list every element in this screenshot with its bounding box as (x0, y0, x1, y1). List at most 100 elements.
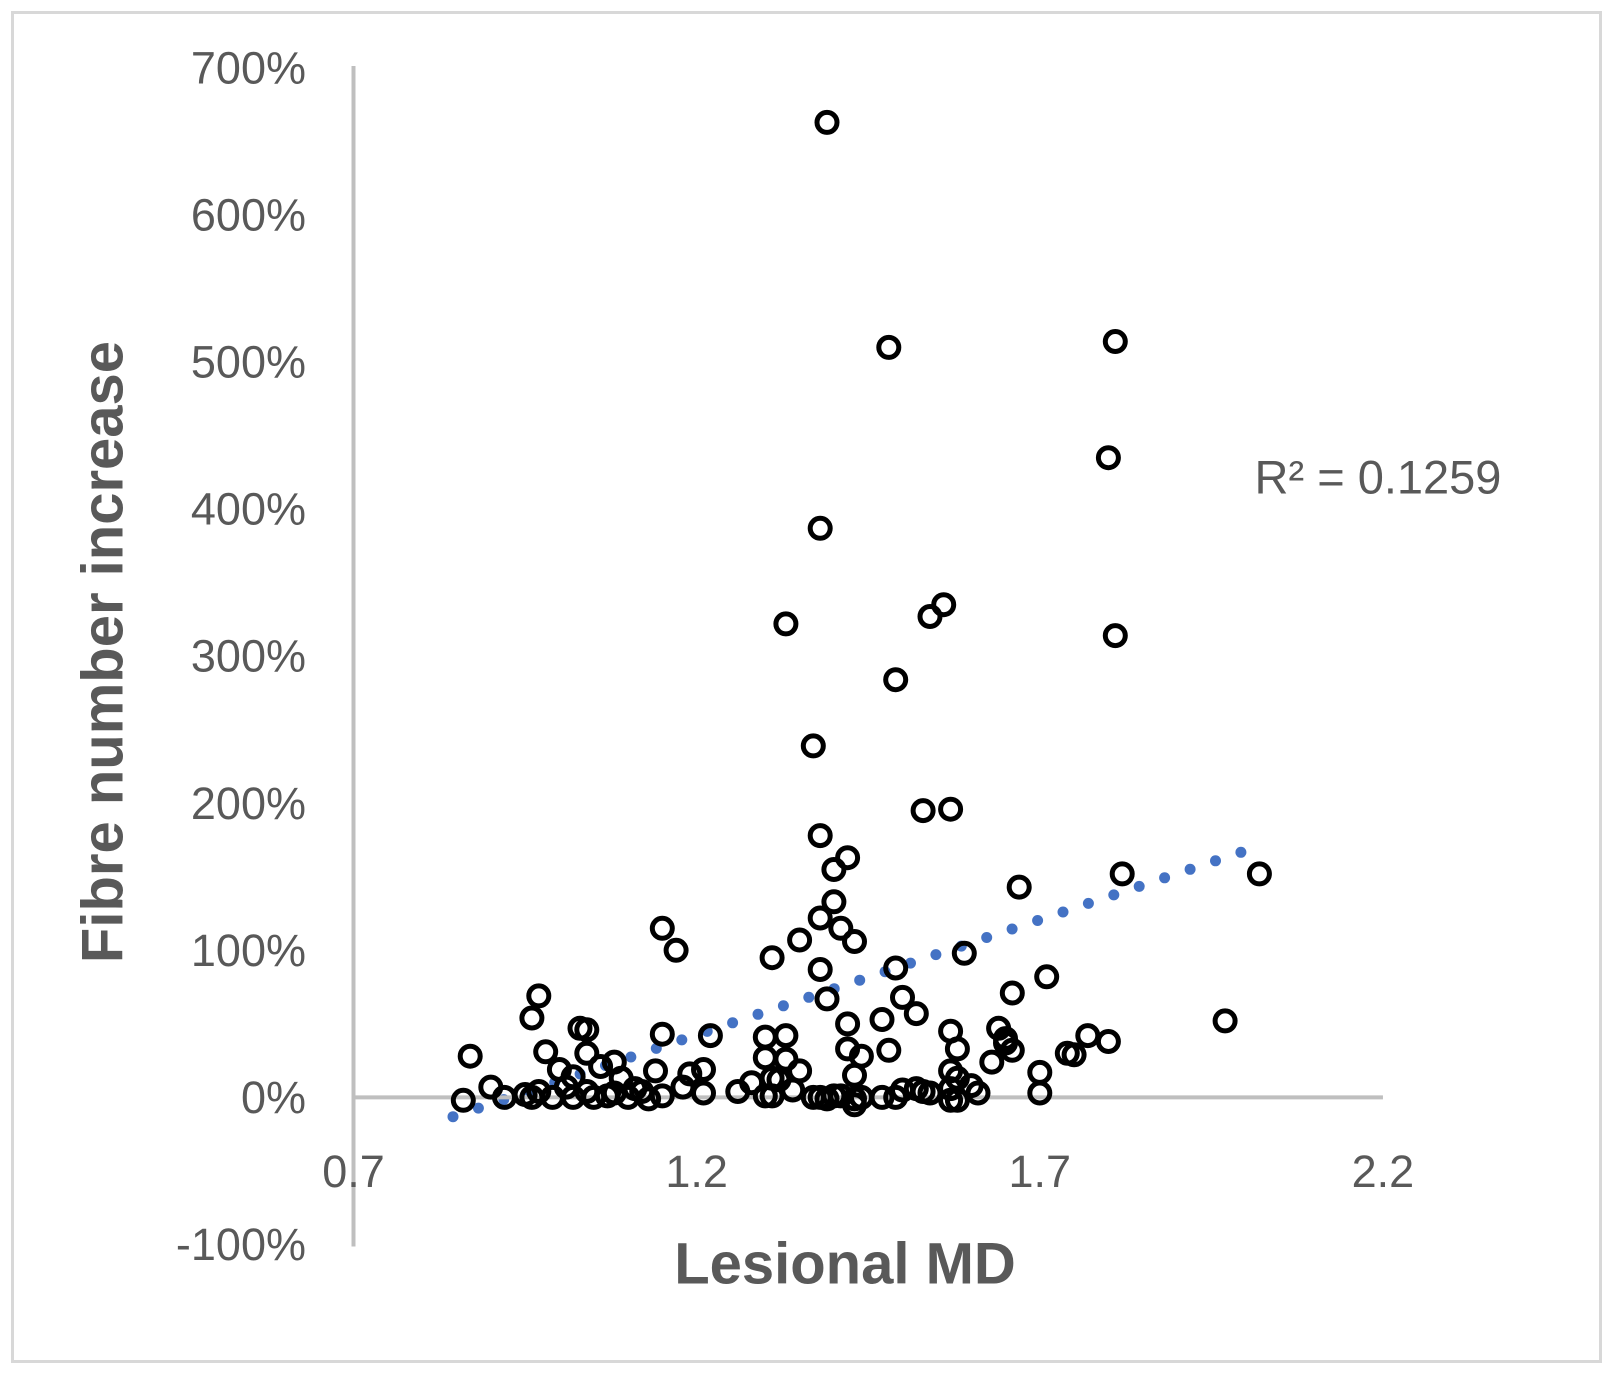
trendline-dot (854, 974, 866, 986)
data-point (526, 983, 552, 1009)
data-point (807, 905, 833, 931)
data-point (842, 1062, 867, 1088)
trendline-dot (1057, 906, 1069, 918)
data-point (519, 1005, 545, 1031)
trendline-dot (1032, 915, 1044, 926)
data-point (649, 1083, 675, 1109)
data-point (1109, 861, 1135, 887)
data-point (643, 1058, 668, 1084)
trendline-dot (1159, 872, 1171, 884)
data-point (917, 1080, 943, 1106)
data-point (999, 1037, 1025, 1063)
data-point (979, 1049, 1005, 1075)
x-axis-tick-label: 2.2 (1352, 1146, 1415, 1197)
trendline-dot (930, 949, 942, 961)
data-point (883, 955, 909, 981)
trendline-dot (1184, 863, 1196, 875)
data-point (883, 1084, 909, 1110)
data-point (691, 1057, 716, 1082)
data-point (1095, 445, 1121, 471)
y-axis-tick-label: 500% (191, 337, 306, 388)
y-axis-tick-label: 100% (191, 925, 306, 976)
trendline-dot (1082, 897, 1094, 909)
data-point (649, 1021, 675, 1047)
data-point (752, 1024, 778, 1050)
x-axis-title: Lesional MD (674, 1231, 1016, 1297)
r-squared-annotation: R² = 0.1259 (1254, 450, 1502, 504)
data-point (883, 667, 909, 693)
data-point (807, 957, 833, 982)
data-point (1212, 1008, 1238, 1034)
trendline-dot (1235, 846, 1247, 858)
data-point (574, 1040, 600, 1066)
data-point (492, 1084, 517, 1110)
data-point (588, 1054, 614, 1079)
trendline-dot (1210, 855, 1221, 867)
axis-lines (351, 65, 1383, 1247)
data-point (876, 1037, 902, 1063)
data-point (807, 515, 833, 541)
data-point (944, 1036, 970, 1062)
data-point (842, 929, 867, 954)
trendline-dot (752, 1008, 764, 1020)
data-point (1061, 1042, 1087, 1068)
trendline-dot (803, 991, 815, 1003)
data-point (869, 1084, 895, 1110)
data-point (663, 937, 689, 963)
data-point (910, 798, 936, 824)
data-point (636, 1086, 662, 1112)
data-point (691, 1080, 716, 1106)
data-point (581, 1084, 607, 1110)
data-point (869, 1007, 895, 1032)
data-point (759, 1083, 785, 1109)
trendline-dot (981, 932, 993, 943)
data-point (457, 1043, 483, 1069)
data-point (1075, 1023, 1101, 1049)
x-axis-tick-label: 1.7 (1009, 1146, 1072, 1197)
data-point (821, 889, 847, 915)
data-point (800, 733, 826, 759)
data-point (773, 1023, 799, 1049)
data-point (876, 334, 902, 360)
trendline-dot (777, 1000, 789, 1012)
data-point (814, 1086, 840, 1112)
data-point (725, 1079, 751, 1104)
y-axis-tick-label: -100% (176, 1219, 306, 1270)
data-point (828, 915, 854, 941)
trendline-dot (625, 1051, 637, 1063)
data-point (574, 1017, 600, 1043)
data-point (821, 857, 847, 882)
data-point (787, 927, 813, 953)
data-point (1027, 1080, 1053, 1106)
trendline-dot (727, 1017, 739, 1029)
data-point (752, 1045, 778, 1071)
data-point (1034, 964, 1060, 990)
trendline-dot (447, 1111, 459, 1123)
data-point (999, 980, 1025, 1006)
data-point (807, 823, 833, 849)
data-point (842, 1092, 867, 1118)
trendline-dot (472, 1102, 484, 1114)
y-axis-title: Fibre number increase (70, 340, 136, 964)
data-point (835, 1011, 861, 1037)
data-point (951, 940, 977, 966)
data-point (938, 796, 964, 822)
data-point (1095, 1029, 1121, 1054)
y-axis-tick-label: 700% (191, 42, 306, 93)
data-point (450, 1087, 476, 1113)
data-point (1027, 1059, 1053, 1085)
data-point (1102, 329, 1128, 354)
y-axis-tick-label: 200% (191, 778, 306, 829)
trendline-dot (1108, 889, 1120, 901)
data-point (814, 986, 840, 1012)
x-axis-tick-label: 0.7 (322, 1146, 385, 1197)
scatter-points (450, 109, 1272, 1118)
data-point (773, 611, 799, 637)
data-point (965, 1080, 991, 1106)
data-point (944, 1087, 970, 1113)
data-point (533, 1039, 559, 1065)
y-axis-tick-label: 600% (191, 190, 306, 241)
data-point (903, 1001, 929, 1027)
x-axis-tick-label: 1.2 (665, 1146, 728, 1197)
